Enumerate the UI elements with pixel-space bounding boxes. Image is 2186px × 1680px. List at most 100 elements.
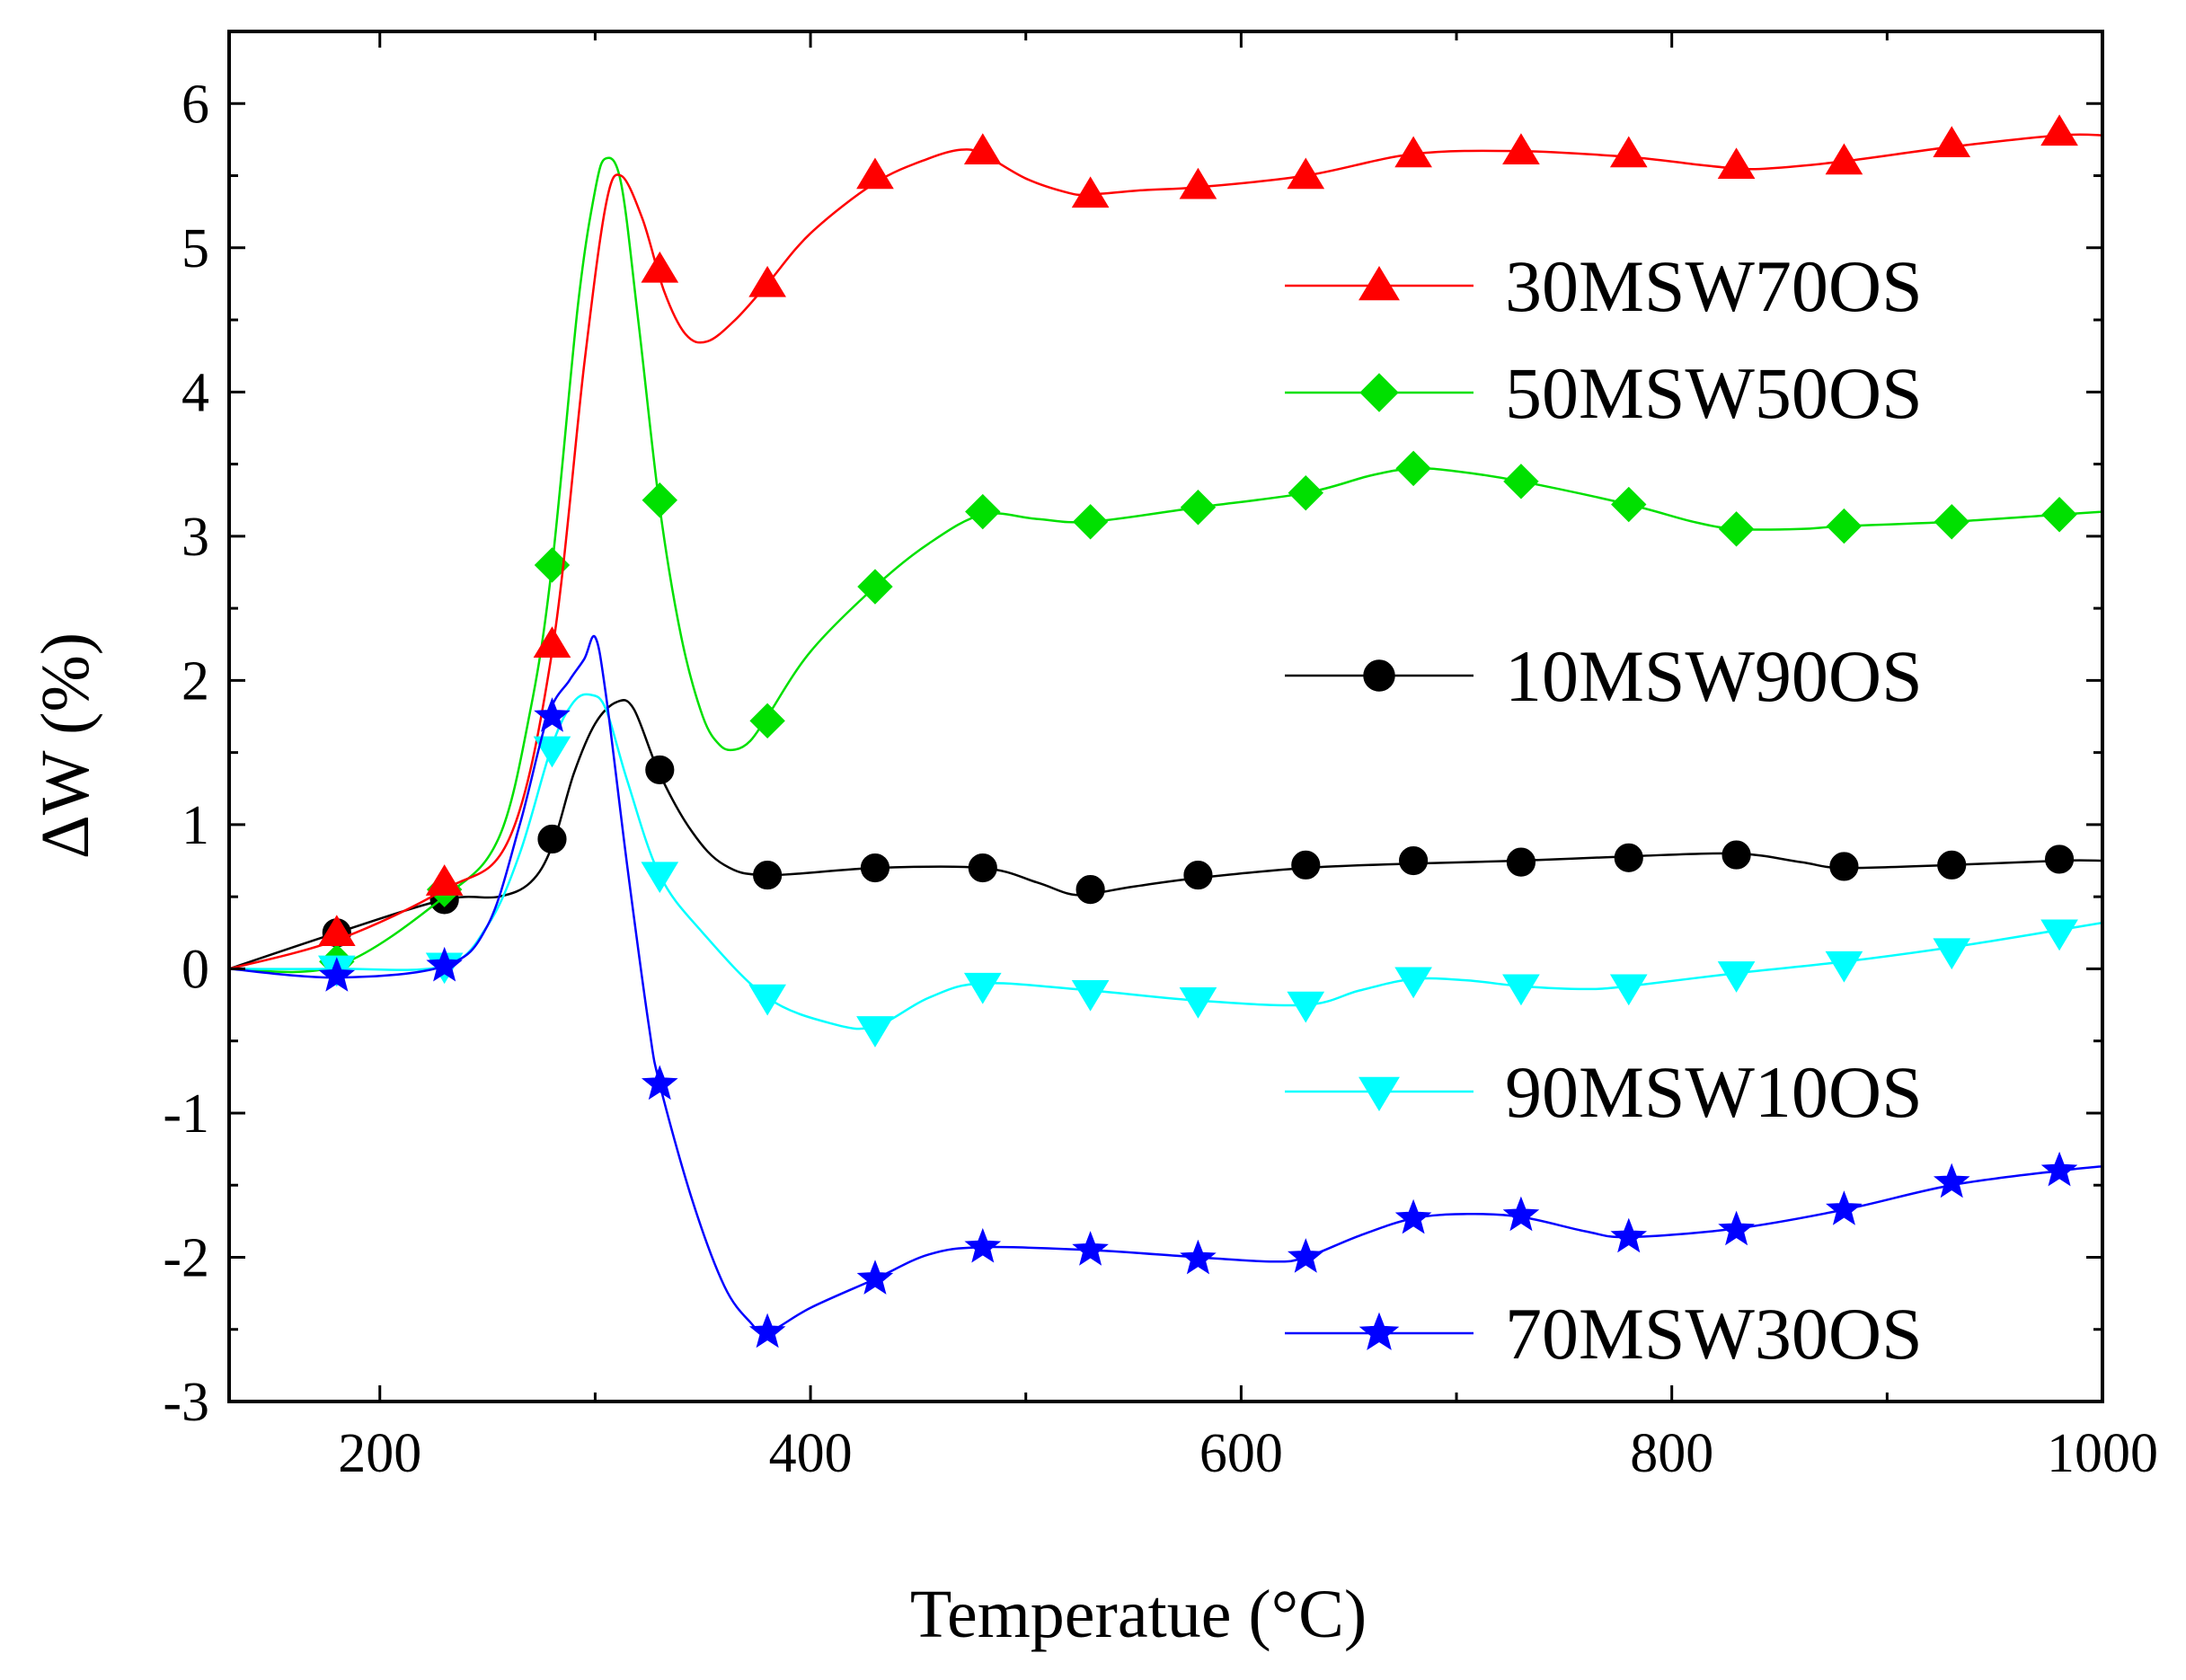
legend-entry-50msw50os: 50MSW50OS — [1285, 352, 1923, 434]
data-point-90msw10os-11 — [1502, 974, 1540, 1006]
series-layer — [229, 114, 2102, 1348]
y-tick-label: 5 — [181, 218, 209, 279]
data-point-90msw10os-16 — [2040, 919, 2078, 951]
data-point-10msw90os-15 — [1937, 850, 1967, 880]
data-point-70msw30os-2 — [534, 697, 571, 732]
data-point-50msw50os-5 — [857, 569, 893, 605]
data-point-50msw50os-13 — [1718, 511, 1755, 547]
data-point-90msw10os-4 — [748, 984, 786, 1016]
data-point-10msw90os-11 — [1506, 847, 1536, 877]
x-tick-label: 800 — [1630, 1423, 1713, 1484]
data-point-70msw30os-9 — [1287, 1238, 1324, 1273]
x-tick-label: 200 — [338, 1423, 421, 1484]
data-point-50msw50os-6 — [965, 493, 1001, 530]
data-point-50msw50os-14 — [1826, 508, 1863, 544]
data-point-90msw10os-13 — [1717, 961, 1756, 993]
data-point-50msw50os-12 — [1611, 486, 1647, 523]
data-point-50msw50os-16 — [2041, 497, 2077, 533]
data-point-70msw30os-14 — [1826, 1190, 1863, 1225]
legend-entry-70msw30os: 70MSW30OS — [1285, 1293, 1923, 1375]
legend-layer: 30MSW70OS 50MSW50OS 10MSW90OS 90MSW10OS 70MS… — [1285, 245, 1923, 1375]
data-point-30msw70os-8 — [1179, 167, 1217, 199]
series-70msw30os — [229, 634, 2102, 1348]
legend-entry-30msw70os: 30MSW70OS — [1285, 245, 1923, 327]
data-point-10msw90os-6 — [968, 853, 997, 883]
data-point-30msw70os-1 — [425, 864, 464, 896]
data-point-90msw10os-8 — [1179, 986, 1217, 1019]
data-point-30msw70os-13 — [1717, 147, 1756, 180]
data-point-30msw70os-0 — [317, 915, 356, 947]
data-point-70msw30os-6 — [964, 1227, 1002, 1263]
data-point-10msw90os-7 — [1075, 875, 1105, 905]
data-point-90msw10os-7 — [1071, 979, 1110, 1012]
data-point-70msw30os-15 — [1933, 1163, 1970, 1198]
data-point-70msw30os-3 — [641, 1065, 678, 1101]
data-point-70msw30os-13 — [1718, 1210, 1755, 1246]
data-point-10msw90os-8 — [1183, 860, 1213, 890]
y-tick-label: 4 — [181, 362, 209, 423]
y-tick-label: -3 — [163, 1372, 209, 1433]
legend-label-50msw50os: 50MSW50OS — [1505, 352, 1923, 434]
data-point-70msw30os-11 — [1502, 1196, 1540, 1232]
data-point-10msw90os-4 — [753, 860, 783, 890]
data-point-70msw30os-1 — [426, 946, 463, 982]
series-line-90msw10os — [229, 693, 2102, 1030]
data-point-90msw10os-15 — [1933, 938, 1971, 970]
legend-label-90msw10os: 90MSW10OS — [1505, 1051, 1923, 1133]
data-point-30msw70os-5 — [856, 157, 894, 190]
data-point-30msw70os-14 — [1825, 143, 1863, 175]
y-tick-label: 1 — [181, 795, 209, 856]
x-tick-label: 600 — [1199, 1423, 1283, 1484]
data-point-90msw10os-5 — [856, 1016, 894, 1048]
data-point-30msw70os-9 — [1287, 157, 1325, 190]
data-point-10msw90os-9 — [1291, 850, 1321, 880]
data-point-10msw90os-14 — [1829, 852, 1859, 881]
legend-marker-10msw90os — [1363, 659, 1395, 692]
data-point-50msw50os-7 — [1072, 504, 1109, 540]
x-axis-title: Temperatue (°C) — [910, 1577, 1367, 1652]
series-line-70msw30os — [229, 634, 2102, 1334]
y-tick-label: 3 — [181, 507, 209, 568]
data-point-30msw70os-16 — [2040, 114, 2078, 146]
data-point-10msw90os-5 — [860, 853, 890, 883]
legend-label-70msw30os: 70MSW30OS — [1505, 1293, 1923, 1375]
data-point-50msw50os-9 — [1288, 474, 1323, 511]
legend-label-30msw70os: 30MSW70OS — [1505, 245, 1923, 327]
y-tick-label: 6 — [181, 74, 209, 135]
data-point-10msw90os-12 — [1614, 843, 1643, 872]
data-point-70msw30os-12 — [1610, 1217, 1648, 1253]
data-point-90msw10os-3 — [641, 862, 679, 894]
series-90msw10os — [229, 693, 2102, 1048]
data-point-70msw30os-10 — [1394, 1198, 1432, 1234]
data-point-90msw10os-6 — [963, 972, 1002, 1004]
legend-entry-10msw90os: 10MSW90OS — [1285, 635, 1923, 717]
data-point-30msw70os-11 — [1502, 133, 1540, 164]
y-axis-title: ΔW (%) — [28, 632, 103, 859]
data-point-30msw70os-2 — [533, 626, 571, 658]
data-point-30msw70os-15 — [1933, 126, 1971, 157]
data-point-90msw10os-12 — [1609, 974, 1648, 1006]
series-30msw70os — [229, 114, 2102, 970]
y-tick-label: 2 — [181, 650, 209, 712]
legend-marker-30msw70os — [1359, 266, 1400, 301]
y-tick-label: -2 — [163, 1227, 209, 1288]
data-point-50msw50os-15 — [1934, 504, 1969, 540]
data-point-10msw90os-16 — [2044, 844, 2075, 874]
data-point-10msw90os-10 — [1399, 845, 1429, 876]
data-point-70msw30os-4 — [748, 1313, 786, 1348]
data-point-50msw50os-8 — [1180, 490, 1217, 526]
x-tick-label: 400 — [769, 1423, 853, 1484]
data-point-70msw30os-0 — [318, 957, 356, 992]
data-point-50msw50os-11 — [1503, 464, 1539, 500]
data-point-30msw70os-4 — [748, 265, 786, 297]
legend-entry-90msw10os: 90MSW10OS — [1285, 1051, 1923, 1133]
plot-frame — [227, 30, 2104, 1403]
data-point-90msw10os-10 — [1394, 967, 1432, 999]
data-point-30msw70os-7 — [1071, 176, 1110, 208]
axes-layer: 200 400 600 800 1000 -3 -2 -1 0 1 2 3 4 5 6 — [163, 30, 2158, 1484]
x-tick-label: 1000 — [2047, 1423, 2158, 1484]
legend-marker-70msw30os — [1359, 1312, 1400, 1350]
data-point-90msw10os-2 — [533, 736, 571, 768]
data-point-50msw50os-4 — [749, 703, 785, 739]
